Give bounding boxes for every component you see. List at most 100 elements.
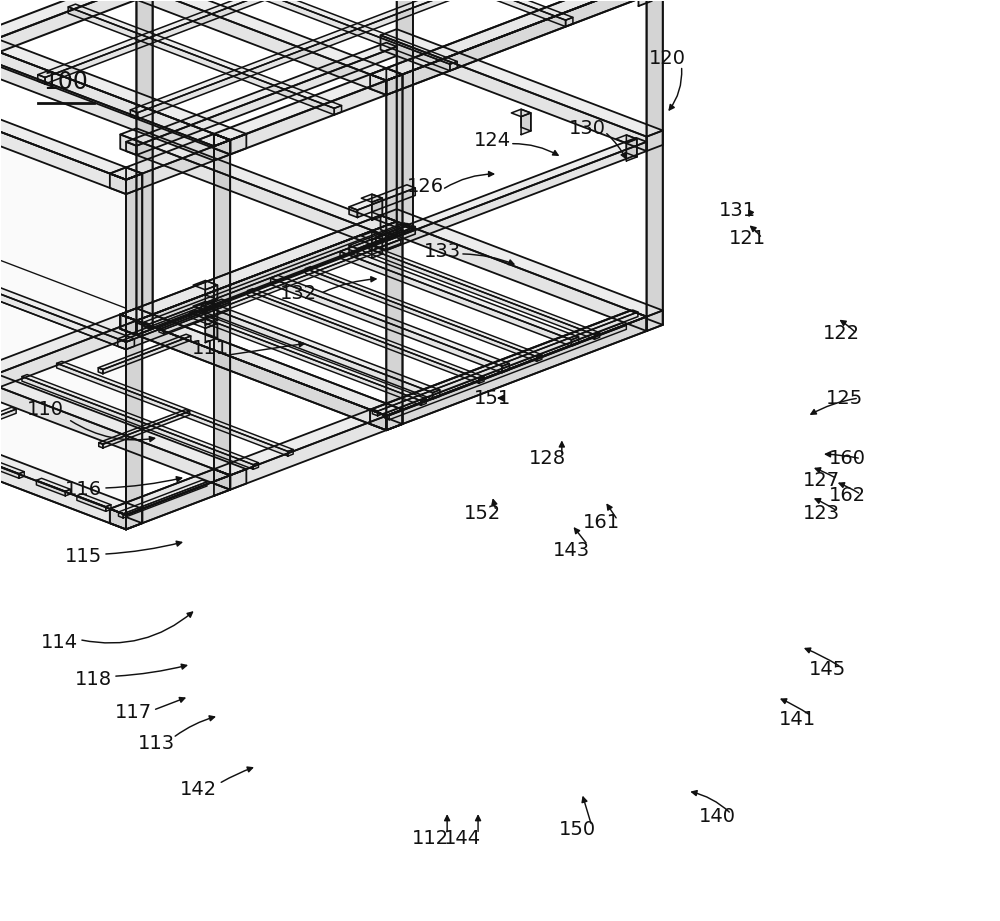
Text: 117: 117 bbox=[114, 703, 152, 721]
Polygon shape bbox=[57, 361, 293, 451]
Polygon shape bbox=[110, 168, 142, 180]
Polygon shape bbox=[126, 339, 134, 349]
Text: 112: 112 bbox=[412, 829, 449, 848]
Polygon shape bbox=[205, 323, 217, 343]
Polygon shape bbox=[126, 168, 142, 523]
Polygon shape bbox=[334, 106, 342, 115]
Polygon shape bbox=[120, 134, 386, 251]
Polygon shape bbox=[271, 275, 509, 367]
Polygon shape bbox=[98, 367, 103, 374]
Text: 130: 130 bbox=[569, 119, 606, 137]
Polygon shape bbox=[38, 75, 45, 84]
Polygon shape bbox=[230, 134, 246, 155]
Polygon shape bbox=[397, 0, 413, 236]
Text: 131: 131 bbox=[719, 202, 756, 220]
Polygon shape bbox=[0, 407, 142, 515]
Text: 144: 144 bbox=[444, 829, 481, 848]
Polygon shape bbox=[120, 314, 386, 430]
Polygon shape bbox=[68, 4, 342, 109]
Polygon shape bbox=[22, 375, 258, 465]
Polygon shape bbox=[421, 399, 426, 405]
Text: 114: 114 bbox=[41, 633, 78, 652]
Polygon shape bbox=[370, 75, 386, 95]
Polygon shape bbox=[103, 411, 190, 448]
Polygon shape bbox=[433, 390, 440, 399]
Polygon shape bbox=[120, 314, 136, 335]
Polygon shape bbox=[136, 0, 153, 335]
Polygon shape bbox=[372, 310, 638, 411]
Polygon shape bbox=[381, 216, 647, 331]
Polygon shape bbox=[110, 469, 230, 515]
Polygon shape bbox=[118, 299, 230, 342]
Polygon shape bbox=[22, 377, 253, 470]
Polygon shape bbox=[0, 32, 246, 140]
Polygon shape bbox=[201, 305, 433, 399]
Polygon shape bbox=[537, 355, 542, 361]
Polygon shape bbox=[110, 469, 230, 515]
Polygon shape bbox=[144, 223, 409, 324]
Polygon shape bbox=[149, 225, 409, 329]
Polygon shape bbox=[349, 224, 415, 249]
Polygon shape bbox=[205, 306, 217, 325]
Polygon shape bbox=[363, 244, 600, 334]
Polygon shape bbox=[638, 0, 651, 1]
Polygon shape bbox=[381, 35, 647, 151]
Text: 111: 111 bbox=[192, 339, 229, 358]
Polygon shape bbox=[386, 229, 403, 251]
Polygon shape bbox=[349, 185, 415, 210]
Polygon shape bbox=[159, 238, 401, 330]
Polygon shape bbox=[198, 134, 230, 146]
Polygon shape bbox=[372, 236, 382, 258]
Polygon shape bbox=[386, 68, 403, 424]
Polygon shape bbox=[389, 325, 626, 420]
Polygon shape bbox=[118, 339, 126, 349]
Polygon shape bbox=[363, 247, 595, 339]
Polygon shape bbox=[0, 460, 24, 473]
Polygon shape bbox=[120, 314, 136, 335]
Polygon shape bbox=[0, 414, 126, 530]
Polygon shape bbox=[214, 140, 230, 495]
Polygon shape bbox=[370, 310, 647, 415]
Polygon shape bbox=[0, 240, 126, 349]
Polygon shape bbox=[36, 478, 71, 491]
Polygon shape bbox=[230, 0, 647, 155]
Polygon shape bbox=[120, 314, 386, 430]
Polygon shape bbox=[126, 508, 142, 530]
Polygon shape bbox=[386, 142, 647, 251]
Polygon shape bbox=[386, 75, 403, 95]
Polygon shape bbox=[38, 0, 462, 77]
Polygon shape bbox=[136, 221, 397, 335]
Polygon shape bbox=[305, 266, 542, 356]
Polygon shape bbox=[502, 364, 509, 373]
Text: 125: 125 bbox=[825, 389, 863, 408]
Polygon shape bbox=[378, 312, 638, 415]
Polygon shape bbox=[205, 281, 217, 299]
Polygon shape bbox=[626, 135, 637, 157]
Polygon shape bbox=[126, 140, 230, 194]
Polygon shape bbox=[230, 469, 246, 490]
Polygon shape bbox=[386, 75, 403, 430]
Polygon shape bbox=[120, 216, 397, 321]
Polygon shape bbox=[647, 0, 663, 331]
Text: 110: 110 bbox=[27, 400, 64, 418]
Polygon shape bbox=[184, 0, 450, 71]
Polygon shape bbox=[376, 138, 647, 241]
Polygon shape bbox=[300, 0, 566, 27]
Text: 128: 128 bbox=[529, 449, 566, 468]
Polygon shape bbox=[214, 0, 647, 140]
Polygon shape bbox=[136, 221, 397, 335]
Polygon shape bbox=[120, 0, 386, 95]
Polygon shape bbox=[0, 78, 126, 530]
Polygon shape bbox=[0, 72, 142, 180]
Polygon shape bbox=[479, 377, 484, 383]
Polygon shape bbox=[126, 173, 142, 530]
Polygon shape bbox=[126, 142, 136, 155]
Text: 113: 113 bbox=[137, 734, 175, 752]
Polygon shape bbox=[126, 475, 230, 530]
Text: 133: 133 bbox=[424, 241, 461, 261]
Polygon shape bbox=[647, 131, 663, 151]
Polygon shape bbox=[184, 0, 457, 64]
Text: 152: 152 bbox=[463, 505, 501, 523]
Polygon shape bbox=[566, 17, 573, 27]
Polygon shape bbox=[386, 410, 403, 430]
